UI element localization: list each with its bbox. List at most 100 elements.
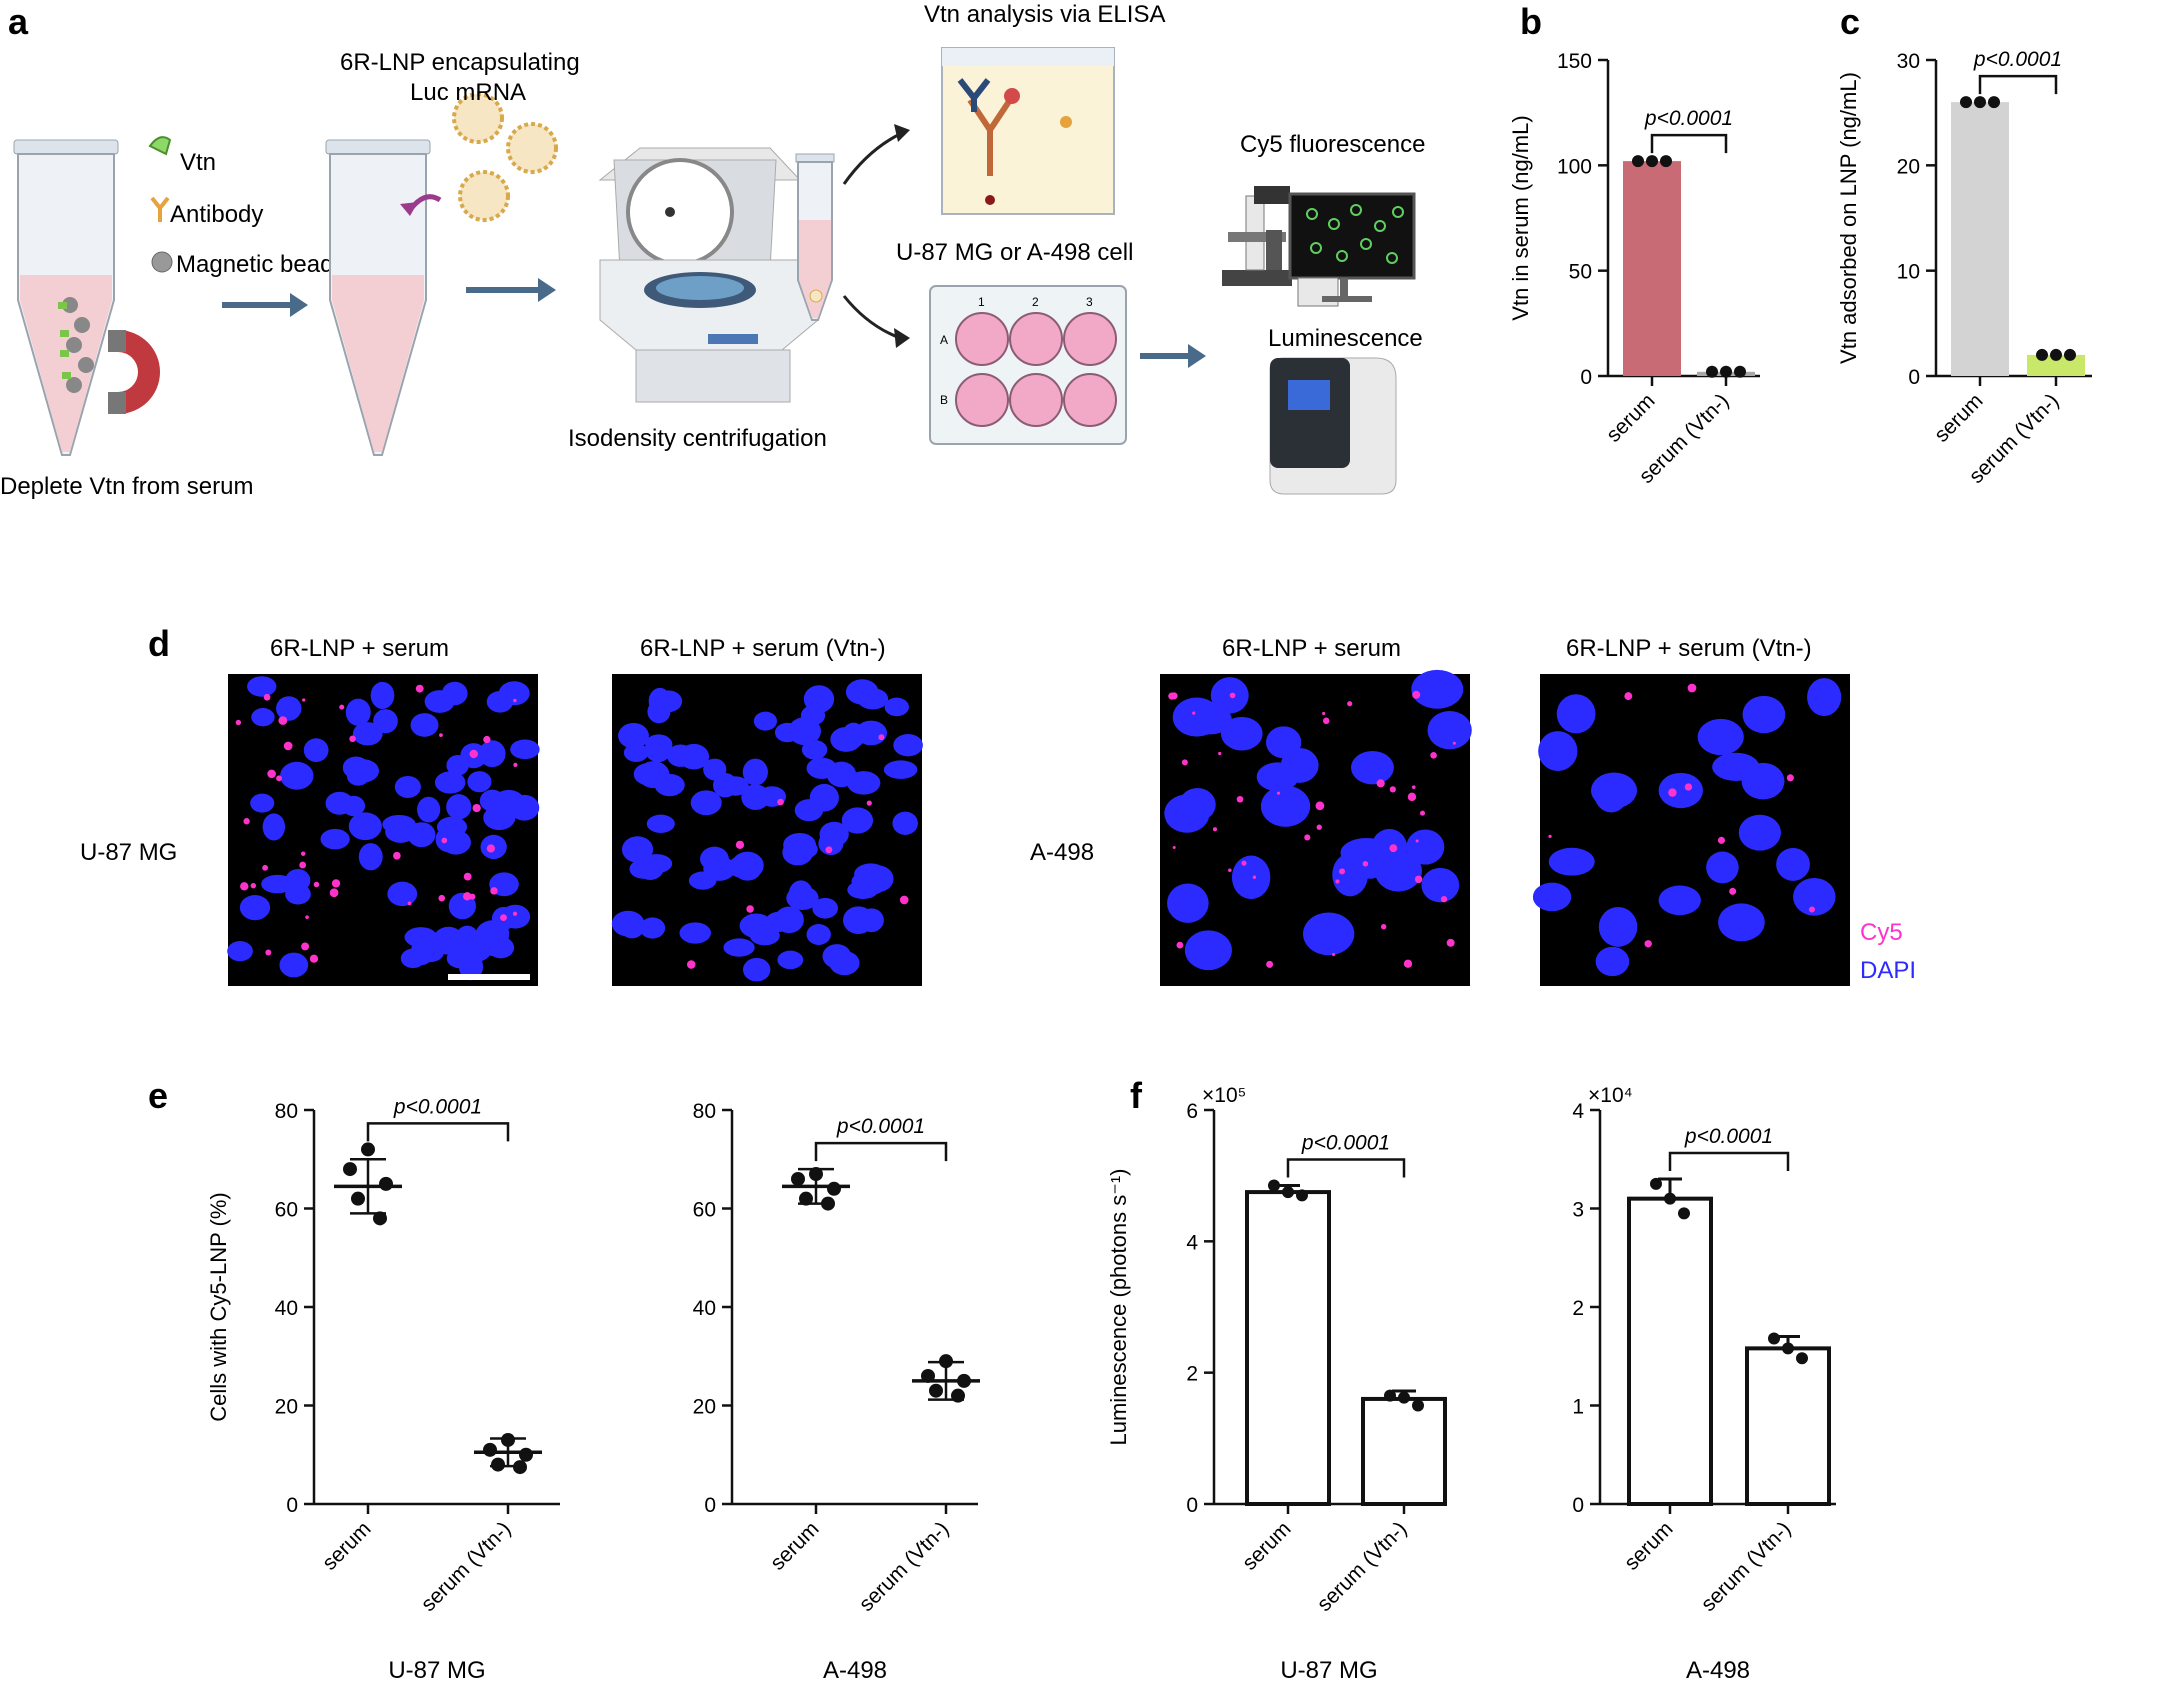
x-tick-label: serum (Vtn-) — [417, 1517, 516, 1616]
plate-col-3: 3 — [1086, 295, 1093, 309]
y-tick-label: 100 — [1557, 155, 1592, 178]
data-point — [809, 1167, 823, 1182]
nucleus — [509, 794, 540, 821]
y-tick-label: 10 — [1897, 261, 1920, 284]
nucleus — [1427, 711, 1472, 750]
nucleus — [348, 812, 382, 841]
lnp-tube — [325, 139, 431, 456]
chart-caption: A-498 — [823, 1657, 887, 1684]
plate-col-2: 2 — [1032, 295, 1039, 309]
bead-cluster — [58, 297, 94, 393]
y-tick-label: 0 — [704, 1494, 716, 1517]
nucleus — [247, 676, 277, 697]
nucleus — [1421, 867, 1460, 903]
cy5-punctum — [1430, 752, 1437, 759]
p-value-label: p<0.0001 — [1644, 107, 1733, 130]
nucleus — [611, 910, 645, 937]
cy5-punctum — [1332, 952, 1336, 957]
nucleus — [279, 952, 309, 978]
data-point — [2064, 348, 2076, 361]
p-value-label: p<0.0001 — [393, 1095, 482, 1118]
nucleus — [446, 794, 472, 820]
cy5-punctum — [1339, 868, 1346, 875]
data-point — [351, 1191, 365, 1206]
nucleus — [387, 881, 418, 907]
nucleus — [790, 840, 818, 859]
data-point — [1734, 365, 1746, 378]
nucleus — [728, 856, 752, 878]
cy5-punctum — [1316, 824, 1322, 830]
chart-f-a498: 0 1 2 3 4×10⁴ serum serum (Vtn-) p<0.0001 A-498 — [1572, 1084, 1836, 1684]
nucleus — [742, 758, 768, 786]
y-tick-label: 80 — [275, 1100, 298, 1123]
y-tick-label: 3 — [1572, 1199, 1584, 1222]
nucleus — [347, 767, 370, 786]
cy5-punctum — [866, 800, 872, 806]
cy5-punctum — [415, 684, 424, 693]
nucleus — [806, 924, 831, 945]
arrow-to-plate — [842, 295, 901, 340]
nucleus — [276, 696, 302, 721]
nucleus — [352, 722, 383, 746]
nucleus — [1658, 885, 1701, 916]
cy5-punctum — [1389, 844, 1398, 853]
cy5-punctum — [1212, 827, 1218, 832]
x-tick-label: serum — [766, 1517, 824, 1575]
y-tick-label: 0 — [1572, 1494, 1584, 1517]
nucleus — [788, 880, 813, 908]
plate-row-b: B — [940, 393, 948, 407]
significance-bracket — [1286, 1158, 1406, 1178]
centrifuge-caption: Isodensity centrifugation — [568, 425, 827, 452]
nucleus — [1167, 883, 1209, 923]
data-point — [1974, 96, 1986, 109]
antibody-icon — [150, 196, 170, 222]
micro-row-label-u87: U-87 MG — [80, 839, 177, 866]
panel-letter-b: b — [1520, 1, 1542, 42]
data-point — [1706, 365, 1718, 378]
nucleus — [262, 813, 286, 841]
panel-letter-d: d — [148, 623, 170, 664]
data-point — [1412, 1399, 1424, 1412]
data-point — [2050, 348, 2062, 361]
p-value-label: p<0.0001 — [1684, 1125, 1773, 1148]
nucleus — [1706, 851, 1739, 884]
y-tick-label: 20 — [275, 1396, 298, 1419]
nucleus — [822, 944, 852, 969]
x-tick-label: serum — [1602, 389, 1660, 447]
arrow-to-elisa — [842, 132, 901, 185]
nucleus — [1172, 697, 1221, 737]
cy5-punctum — [825, 846, 833, 854]
nucleus — [320, 828, 350, 850]
elisa-caption: Vtn analysis via ELISA — [924, 1, 1165, 28]
y-tick-label: 0 — [286, 1494, 298, 1517]
nucleus — [623, 743, 649, 762]
cy5-punctum — [1411, 785, 1416, 790]
nucleus — [1532, 882, 1572, 912]
y-tick-label: 60 — [693, 1199, 716, 1222]
nucleus — [1220, 716, 1263, 751]
x-tick-label: serum — [318, 1517, 376, 1575]
nucleus — [812, 897, 839, 919]
data-point — [799, 1191, 813, 1206]
lnp-particles — [452, 92, 558, 222]
nucleus — [819, 821, 849, 847]
y-tick-label: 50 — [1569, 261, 1592, 284]
cy5-punctum — [339, 704, 345, 710]
data-point — [1650, 1177, 1662, 1190]
bar — [1245, 1190, 1331, 1507]
bar — [1623, 161, 1681, 376]
cy5-punctum — [878, 734, 885, 741]
nucleus — [370, 681, 395, 710]
significance-bracket — [366, 1122, 510, 1142]
y-axis-multiplier: ×10⁵ — [1202, 1084, 1246, 1107]
nucleus — [1556, 694, 1596, 734]
micro-title-1: 6R-LNP + serum — [270, 635, 449, 662]
nucleus — [1351, 751, 1394, 785]
cy5-punctum — [265, 949, 272, 956]
cy5-punctum — [302, 698, 306, 702]
nucleus — [654, 773, 685, 797]
monitor-icon — [1288, 192, 1416, 307]
cy5-punctum — [1322, 717, 1330, 725]
cy5-punctum — [1684, 783, 1693, 791]
